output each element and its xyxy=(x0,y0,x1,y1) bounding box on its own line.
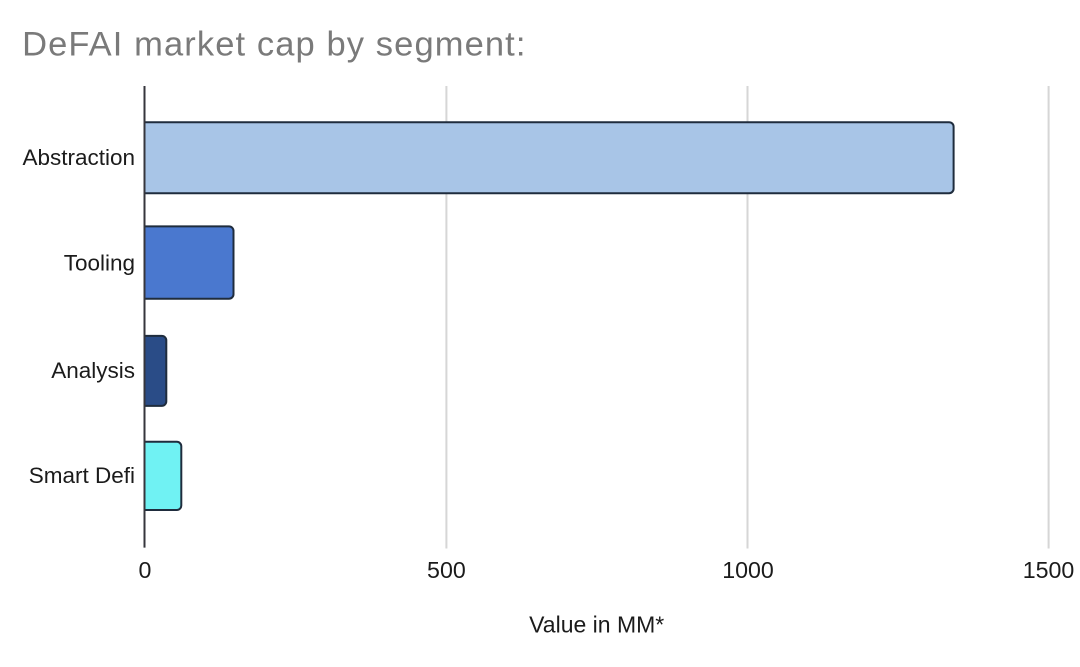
svg-text:0: 0 xyxy=(139,557,152,583)
svg-text:1500: 1500 xyxy=(1023,557,1075,583)
svg-text:Analysis: Analysis xyxy=(51,358,135,383)
svg-text:500: 500 xyxy=(427,557,466,583)
svg-text:Abstraction: Abstraction xyxy=(22,145,135,170)
svg-text:Value in MM*: Value in MM* xyxy=(529,611,664,637)
svg-text:Tooling: Tooling xyxy=(64,251,135,276)
svg-text:DeFAI market cap by segment:: DeFAI market cap by segment: xyxy=(22,26,526,64)
svg-text:Smart Defi: Smart Defi xyxy=(29,463,135,488)
svg-text:1000: 1000 xyxy=(722,557,774,583)
